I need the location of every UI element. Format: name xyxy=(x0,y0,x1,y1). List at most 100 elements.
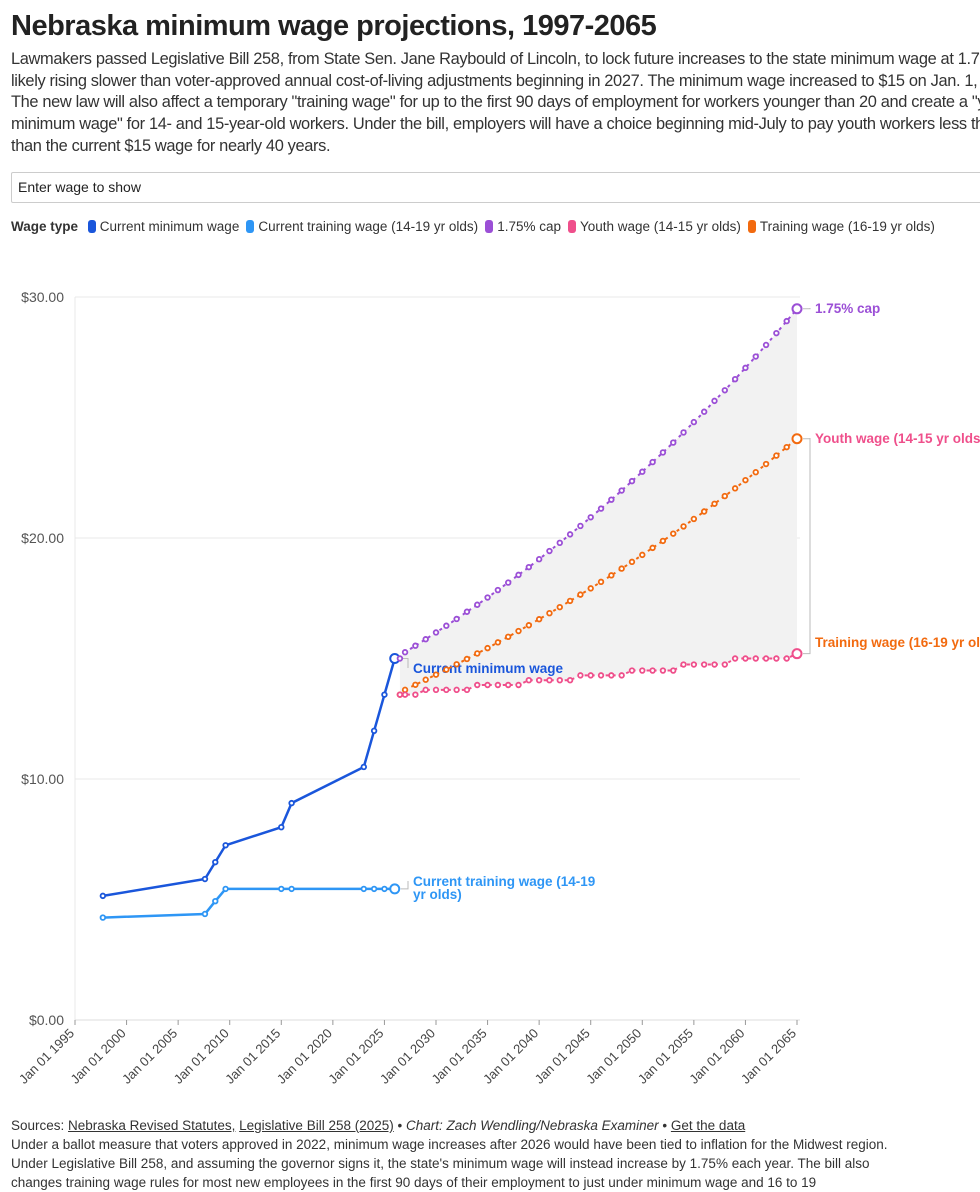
data-point xyxy=(628,477,636,485)
data-point xyxy=(762,460,770,468)
data-point xyxy=(690,515,698,523)
shaded-band xyxy=(399,308,797,695)
series-label: Current training wage (14-19 yr olds) xyxy=(413,874,595,902)
data-point xyxy=(711,661,718,668)
data-point xyxy=(463,608,471,615)
data-point xyxy=(649,544,656,552)
data-point xyxy=(396,691,404,698)
data-point xyxy=(680,429,687,436)
data-point xyxy=(432,671,440,678)
series-line xyxy=(399,437,798,696)
footer-note: changes training wage rules for most new… xyxy=(11,1175,817,1190)
data-point xyxy=(731,655,739,662)
data-point xyxy=(474,650,481,657)
legend-item[interactable]: Current training wage (14-19 yr olds) xyxy=(246,217,478,236)
data-point xyxy=(515,681,522,689)
data-point xyxy=(535,676,543,684)
data-point xyxy=(608,496,615,503)
series-line xyxy=(399,652,798,696)
y-tick-label: $20.00 xyxy=(21,530,64,546)
legend-label: Youth wage (14-15 yr olds) xyxy=(579,218,741,234)
data-point xyxy=(546,676,553,684)
separator: • xyxy=(662,1118,668,1133)
data-point xyxy=(556,676,563,684)
legend-swatch xyxy=(87,219,96,233)
legend-item[interactable]: Training wage (16-19 yr olds) xyxy=(747,217,935,236)
data-point xyxy=(587,672,594,679)
source-link-bill[interactable]: Legislative Bill 258 (2025) xyxy=(239,1118,394,1133)
data-point xyxy=(721,492,728,500)
data-point xyxy=(515,571,522,579)
data-point xyxy=(556,539,563,547)
data-point xyxy=(752,469,759,476)
data-point xyxy=(608,572,615,579)
y-tick-label: $0.00 xyxy=(29,1012,64,1028)
data-point xyxy=(783,443,790,451)
data-point xyxy=(773,329,780,337)
data-point xyxy=(453,661,460,668)
data-point xyxy=(649,667,656,674)
data-point xyxy=(721,661,728,668)
data-point xyxy=(783,317,790,325)
data-point xyxy=(443,686,450,694)
data-point xyxy=(370,885,378,893)
data-point xyxy=(535,616,543,623)
data-point xyxy=(577,672,584,679)
data-point xyxy=(288,885,295,893)
data-point xyxy=(212,897,219,905)
data-point xyxy=(680,661,687,668)
series-label: Training wage (16-19 yr olds) xyxy=(815,635,980,650)
data-point xyxy=(463,686,471,694)
data-point xyxy=(639,468,646,475)
legend-item[interactable]: Youth wage (14-15 yr olds) xyxy=(567,217,741,236)
legend-item[interactable]: 1.75% cap xyxy=(485,217,561,236)
data-point xyxy=(711,500,718,507)
data-point xyxy=(618,672,625,679)
data-point xyxy=(731,485,739,492)
y-tick-label: $30.00 xyxy=(21,289,64,305)
label-connector xyxy=(400,658,409,668)
source-link-statutes[interactable]: Nebraska Revised Statutes, xyxy=(68,1118,236,1133)
data-point xyxy=(742,655,749,662)
page-title: Nebraska minimum wage projections, 1997-… xyxy=(11,10,657,42)
legend-item[interactable]: Current minimum wage xyxy=(87,217,239,236)
data-point xyxy=(628,667,636,674)
legend-label: Training wage (16-19 yr olds) xyxy=(759,218,935,234)
data-point xyxy=(597,672,605,679)
data-point xyxy=(742,476,749,484)
legend: Wage type Current minimum wage Current tr… xyxy=(11,217,971,236)
data-point xyxy=(670,530,677,537)
legend-swatch xyxy=(567,219,576,233)
data-point xyxy=(484,644,491,652)
data-point xyxy=(370,727,378,734)
legend-swatch xyxy=(747,219,756,233)
legend-title: Wage type xyxy=(11,218,79,234)
data-point xyxy=(773,452,780,459)
data-point xyxy=(474,601,481,608)
data-point xyxy=(577,591,584,598)
data-point xyxy=(515,627,522,635)
data-point xyxy=(659,667,667,674)
data-point xyxy=(608,672,615,679)
wage-search-input[interactable] xyxy=(11,171,980,203)
get-data-link[interactable]: Get the data xyxy=(670,1118,746,1133)
series-label: Current minimum wage xyxy=(413,661,564,676)
data-point xyxy=(494,681,502,689)
data-point xyxy=(484,594,491,601)
data-point xyxy=(639,667,646,674)
legend-swatch xyxy=(485,219,494,233)
data-point xyxy=(453,615,460,623)
data-point xyxy=(494,586,502,594)
data-point xyxy=(222,885,229,893)
data-point xyxy=(401,649,409,656)
data-point xyxy=(288,799,295,807)
data-point xyxy=(566,597,574,605)
data-point xyxy=(597,578,605,586)
data-point xyxy=(432,686,440,694)
footer-note: Under a ballot measure that voters appro… xyxy=(11,1137,888,1152)
data-point xyxy=(670,439,677,446)
data-point xyxy=(587,585,594,592)
data-point xyxy=(201,910,209,918)
data-point xyxy=(659,449,667,456)
data-point xyxy=(700,508,708,515)
